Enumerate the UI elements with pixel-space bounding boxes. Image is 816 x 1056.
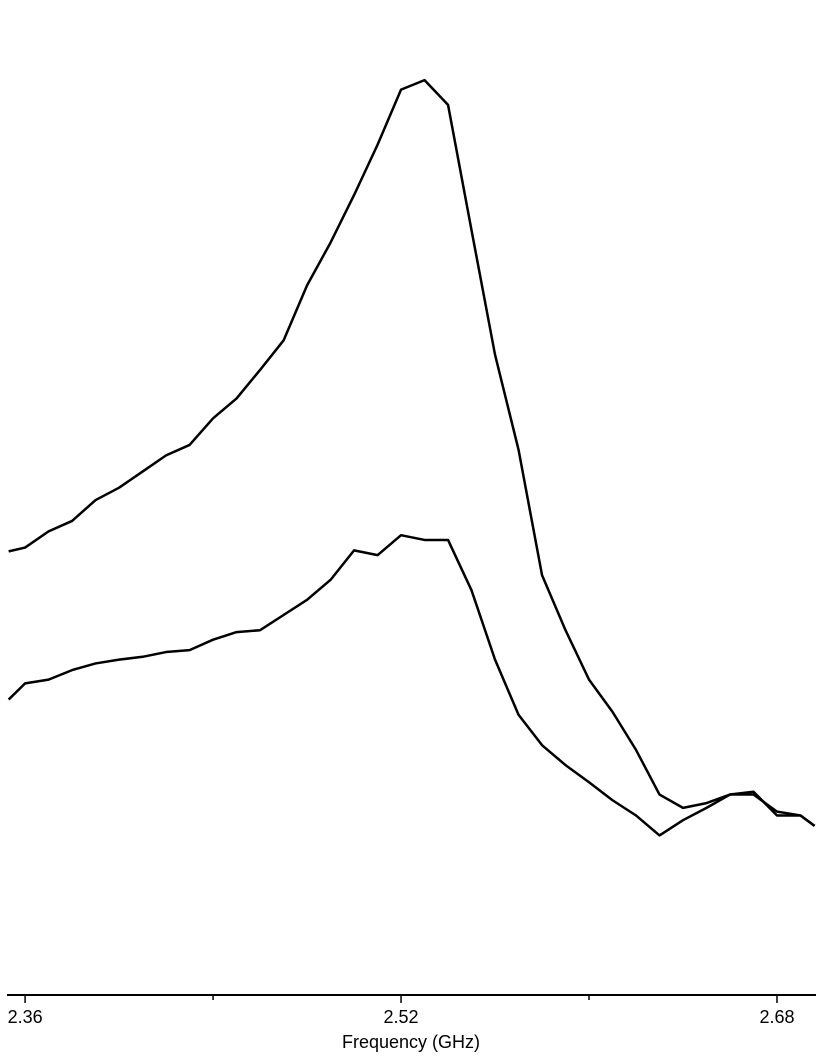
data-line [7, 533, 816, 837]
x-axis-label: Frequency (GHz) [342, 1032, 480, 1052]
x-tick-label: 2.68 [759, 1007, 794, 1027]
data-line [8, 78, 816, 827]
x-tick-label: 2.52 [384, 1007, 419, 1027]
x-tick-label: 2.36 [8, 1007, 43, 1027]
